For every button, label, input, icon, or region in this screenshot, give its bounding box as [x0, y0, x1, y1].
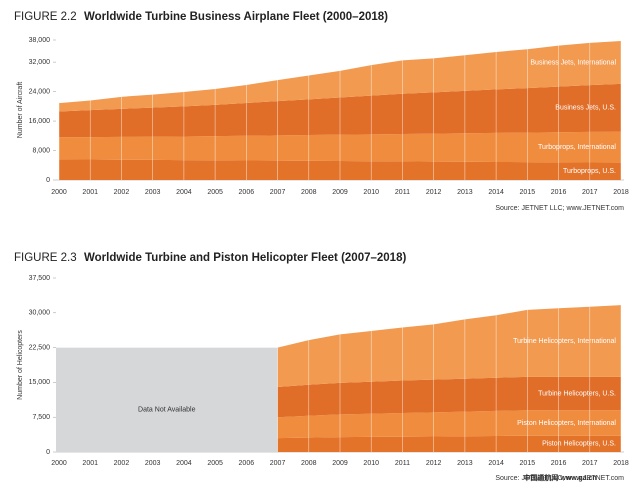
series-label: Business Jets, International	[530, 59, 616, 66]
x-tick-label: 2010	[363, 460, 379, 467]
x-tick-label: 2013	[457, 189, 473, 196]
series-label: Turboprops, International	[538, 144, 616, 151]
x-tick-label: 2004	[176, 189, 192, 196]
chart-title: Worldwide Turbine Business Airplane Flee…	[84, 11, 388, 23]
x-tick-label: 2016	[551, 189, 567, 196]
chart-title: Worldwide Turbine and Piston Helicopter …	[84, 252, 406, 264]
series-label: Turbine Helicopters, U.S.	[538, 390, 616, 397]
x-tick-label: 2006	[239, 460, 255, 467]
x-tick-label: 2003	[145, 189, 161, 196]
y-tick-label: 0	[46, 177, 50, 184]
area-segment	[277, 305, 621, 388]
series-label: Business Jets, U.S.	[555, 105, 616, 112]
x-tick-label: 2014	[488, 460, 504, 467]
y-tick-label: 30,000	[29, 310, 51, 317]
x-tick-label: 2000	[51, 189, 67, 196]
series-label: Turbine Helicopters, International	[513, 338, 616, 345]
y-tick-label: 32,000	[29, 59, 51, 66]
series-label: Piston Helicopters, U.S.	[542, 441, 616, 448]
x-tick-label: 2017	[582, 460, 598, 467]
x-tick-label: 2007	[270, 189, 286, 196]
x-tick-label: 2017	[582, 189, 598, 196]
area-segment	[277, 435, 621, 452]
watermark: 中国通航网 www.ga.cn	[523, 473, 596, 482]
x-tick-label: 2005	[207, 189, 223, 196]
y-tick-label: 15,000	[29, 379, 51, 386]
y-tick-label: 38,000	[29, 37, 51, 44]
y-tick-label: 0	[46, 449, 50, 456]
x-tick-label: 2002	[114, 189, 130, 196]
x-tick-label: 2005	[207, 460, 223, 467]
figure-label: FIGURE 2.3	[14, 252, 77, 264]
area-segment	[277, 410, 621, 439]
y-tick-label: 37,500	[29, 275, 51, 282]
x-tick-label: 2015	[520, 189, 536, 196]
x-tick-label: 2014	[488, 189, 504, 196]
y-axis-label: Number of Helicopters	[17, 330, 24, 400]
x-tick-label: 2013	[457, 460, 473, 467]
y-tick-label: 24,000	[29, 88, 51, 95]
x-tick-label: 2000	[51, 460, 67, 467]
x-tick-label: 2016	[551, 460, 567, 467]
x-tick-label: 2002	[114, 460, 130, 467]
y-tick-label: 7,500	[32, 414, 50, 421]
x-tick-label: 2001	[82, 460, 98, 467]
source: Source: JETNET LLC; www.JETNET.com	[495, 475, 624, 482]
annotation: Data Not Available	[138, 407, 196, 414]
x-tick-label: 2007	[270, 460, 286, 467]
x-tick-label: 2018	[613, 460, 629, 467]
x-tick-label: 2012	[426, 460, 442, 467]
x-tick-label: 2001	[82, 189, 98, 196]
source: Source: JETNET LLC; www.JETNET.com	[495, 205, 624, 212]
series-label: Piston Helicopters, International	[517, 420, 616, 427]
x-tick-label: 2009	[332, 189, 348, 196]
x-tick-label: 2004	[176, 460, 192, 467]
x-tick-label: 2003	[145, 460, 161, 467]
x-tick-label: 2008	[301, 189, 317, 196]
x-tick-label: 2015	[520, 460, 536, 467]
x-tick-label: 2010	[363, 189, 379, 196]
y-axis-label: Number of Aircraft	[17, 82, 24, 138]
x-tick-label: 2008	[301, 460, 317, 467]
y-tick-label: 8,000	[32, 147, 50, 154]
x-tick-label: 2012	[426, 189, 442, 196]
x-tick-label: 2011	[395, 460, 410, 467]
x-tick-label: 2018	[613, 189, 629, 196]
x-tick-label: 2011	[395, 189, 410, 196]
x-tick-label: 2006	[239, 189, 255, 196]
y-tick-label: 16,000	[29, 118, 51, 125]
x-tick-label: 2009	[332, 460, 348, 467]
no-data-box	[56, 347, 278, 452]
figure-label: FIGURE 2.2	[14, 11, 77, 23]
y-tick-label: 22,500	[29, 344, 51, 351]
area-segment	[277, 376, 621, 418]
